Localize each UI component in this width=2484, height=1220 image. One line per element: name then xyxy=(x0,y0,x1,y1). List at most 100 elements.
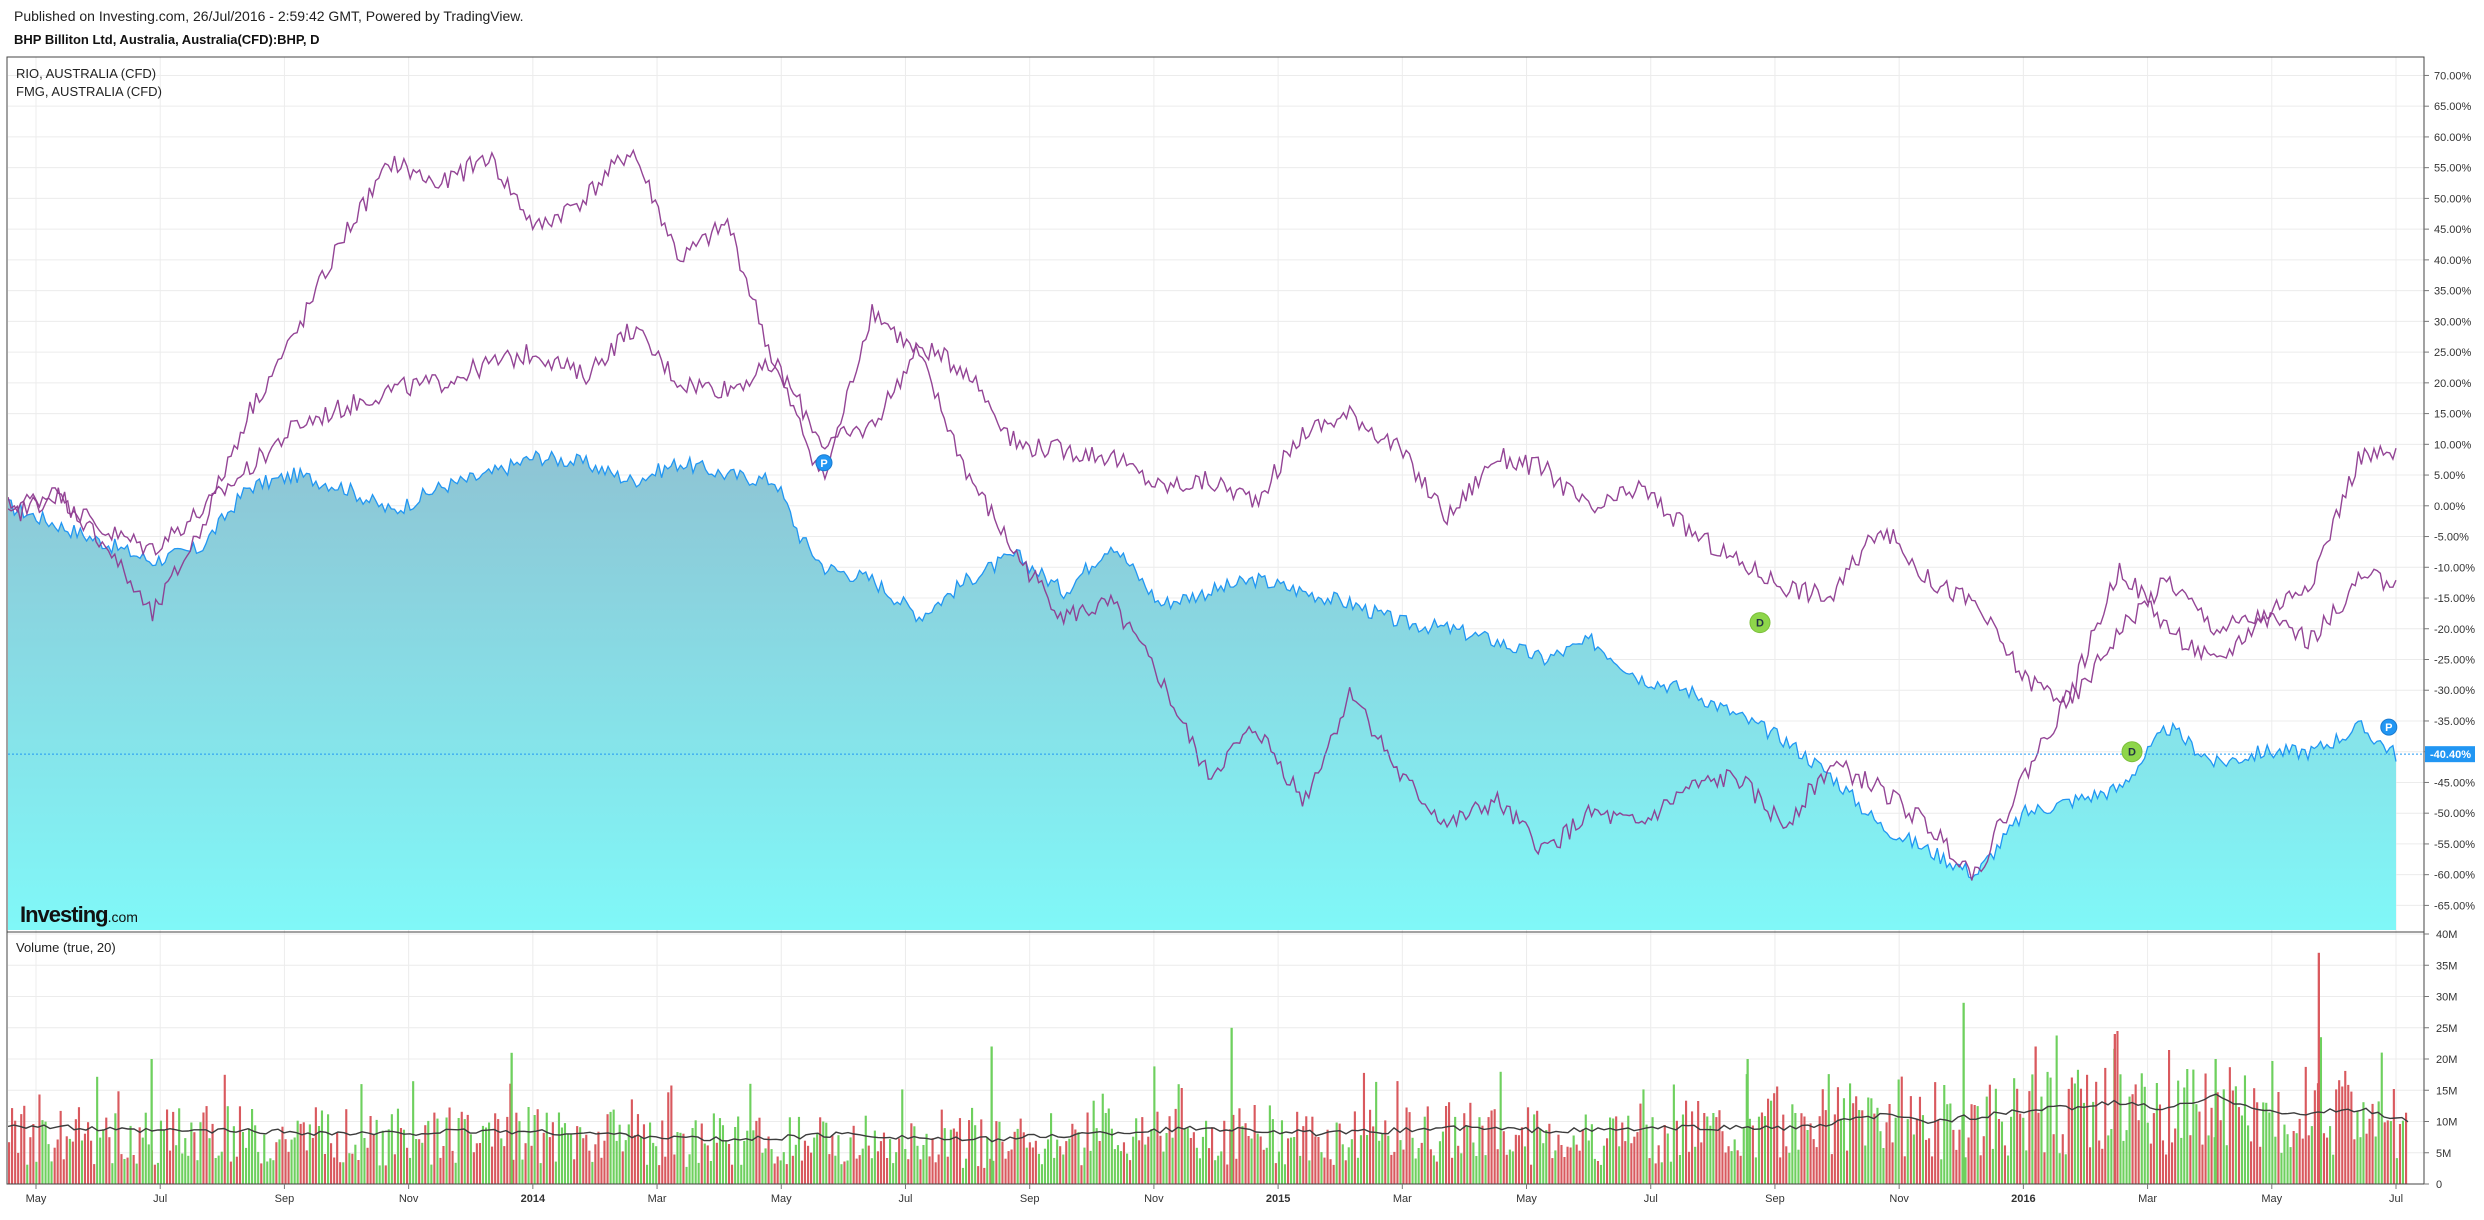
volume-bar-down xyxy=(1141,1117,1144,1184)
volume-bar-down xyxy=(1633,1136,1636,1184)
volume-spike-bar xyxy=(1746,1059,1749,1184)
volume-bar-down xyxy=(1739,1155,1742,1184)
volume-bar-up xyxy=(1876,1107,1879,1184)
volume-spike-bar xyxy=(510,1052,513,1184)
volume-bar-up xyxy=(1985,1096,1988,1184)
volume-bar-up xyxy=(1976,1106,1979,1184)
volume-bar-down xyxy=(1812,1139,1815,1184)
volume-bar-up xyxy=(782,1152,785,1184)
volume-bar-down xyxy=(1736,1150,1739,1184)
volume-bar-up xyxy=(1678,1155,1682,1184)
volume-bar-down xyxy=(1393,1151,1396,1184)
volume-bar-up xyxy=(2107,1135,2110,1184)
volume-bar-up xyxy=(1135,1118,1138,1184)
volume-spike-bar xyxy=(2317,952,2320,1184)
dividend-marker[interactable]: D xyxy=(2121,741,2143,763)
legend-entry-fmg[interactable]: FMG, AUSTRALIA (CFD) xyxy=(16,84,162,99)
volume-bar-down xyxy=(1697,1101,1700,1184)
volume-bar-up xyxy=(740,1164,743,1184)
volume-bar-down xyxy=(876,1151,880,1184)
dividend-marker[interactable]: D xyxy=(1749,612,1771,634)
volume-bar-up xyxy=(567,1133,570,1184)
volume-bar-up xyxy=(1171,1137,1174,1184)
volume-bar-down xyxy=(1575,1144,1578,1184)
volume-bar-down xyxy=(1691,1111,1694,1184)
volume-bar-down xyxy=(1514,1134,1517,1184)
volume-bar-up xyxy=(50,1161,53,1184)
volume-bar-down xyxy=(1429,1149,1432,1184)
volume-bar-down xyxy=(807,1145,810,1184)
volume-bar-down xyxy=(108,1137,111,1184)
volume-bar-down xyxy=(433,1112,436,1184)
volume-bar-down xyxy=(193,1132,196,1184)
volume-bar-down xyxy=(642,1124,646,1184)
volume-bar-up xyxy=(1320,1152,1323,1184)
volume-bar-down xyxy=(1129,1160,1132,1184)
volume-bar-up xyxy=(396,1108,400,1184)
volume-bar-down xyxy=(1305,1116,1308,1184)
volume-bar-up xyxy=(1533,1114,1536,1184)
price-tick-label: 0.00% xyxy=(2434,501,2465,513)
volume-bar-up xyxy=(1077,1132,1080,1184)
price-event-marker[interactable]: P xyxy=(2380,718,2398,736)
volume-bar-up xyxy=(688,1154,691,1184)
volume-bar-up xyxy=(1618,1146,1621,1184)
volume-bar-up xyxy=(2319,1037,2323,1184)
price-event-marker[interactable]: P xyxy=(815,454,833,472)
time-tick-label: 2016 xyxy=(2011,1193,2035,1205)
volume-bar-down xyxy=(1028,1142,1031,1184)
volume-bar-down xyxy=(138,1127,141,1184)
volume-bar-down xyxy=(1296,1111,1299,1184)
volume-bar-up xyxy=(697,1162,700,1184)
volume-bar-up xyxy=(1770,1100,1773,1184)
volume-bar-down xyxy=(2086,1074,2089,1184)
volume-bar-down xyxy=(478,1143,482,1184)
volume-bar-down xyxy=(1059,1146,1062,1184)
volume-bar-down xyxy=(1846,1150,1849,1184)
volume-bar-down xyxy=(934,1162,937,1184)
volume-bar-down xyxy=(1530,1164,1533,1184)
volume-bar-down xyxy=(442,1146,445,1184)
volume-bar-up xyxy=(834,1155,837,1184)
volume-bar-up xyxy=(1949,1103,1952,1184)
volume-bar-down xyxy=(1955,1149,1958,1184)
volume-indicator-label[interactable]: Volume (true, 20) xyxy=(16,940,116,955)
volume-bar-up xyxy=(1177,1084,1180,1184)
volume-bar-down xyxy=(597,1131,600,1184)
volume-bar-down xyxy=(1493,1109,1496,1184)
volume-bar-up xyxy=(986,1136,989,1184)
volume-bar-down xyxy=(83,1133,87,1184)
volume-bar-down xyxy=(512,1159,515,1184)
volume-bar-down xyxy=(1332,1164,1335,1184)
volume-bar-up xyxy=(208,1138,211,1184)
volume-bar-up xyxy=(1858,1110,1861,1184)
volume-bar-up xyxy=(2128,1096,2131,1184)
volume-bar-down xyxy=(2338,1080,2341,1184)
volume-bar-down xyxy=(1031,1147,1034,1184)
volume-bar-down xyxy=(980,1119,983,1184)
volume-bar-up xyxy=(1438,1141,1442,1184)
price-tick-label: -55.00% xyxy=(2434,839,2475,851)
volume-bar-up xyxy=(1894,1117,1897,1184)
volume-bar-down xyxy=(2174,1128,2177,1184)
volume-bar-up xyxy=(2055,1035,2058,1184)
volume-bar-down xyxy=(1621,1122,1624,1184)
volume-bar-up xyxy=(1694,1146,1697,1184)
time-tick-label: 2014 xyxy=(521,1193,546,1205)
volume-bar-up xyxy=(1839,1118,1843,1184)
marker-label: D xyxy=(1756,618,1764,630)
volume-bar-up xyxy=(123,1159,126,1184)
volume-bar-up xyxy=(1712,1113,1715,1184)
volume-bar-up xyxy=(1280,1120,1284,1184)
volume-bar-down xyxy=(582,1138,585,1184)
volume-bar-up xyxy=(1961,1116,1964,1184)
volume-bar-down xyxy=(2028,1091,2031,1184)
legend-entry-rio[interactable]: RIO, AUSTRALIA (CFD) xyxy=(16,66,157,81)
volume-bar-down xyxy=(524,1143,527,1184)
volume-bar-up xyxy=(327,1114,330,1184)
volume-bar-down xyxy=(977,1166,980,1184)
volume-bar-down xyxy=(2104,1067,2107,1184)
volume-bar-down xyxy=(1445,1106,1448,1184)
event-markers[interactable]: P D D P xyxy=(815,454,2398,763)
